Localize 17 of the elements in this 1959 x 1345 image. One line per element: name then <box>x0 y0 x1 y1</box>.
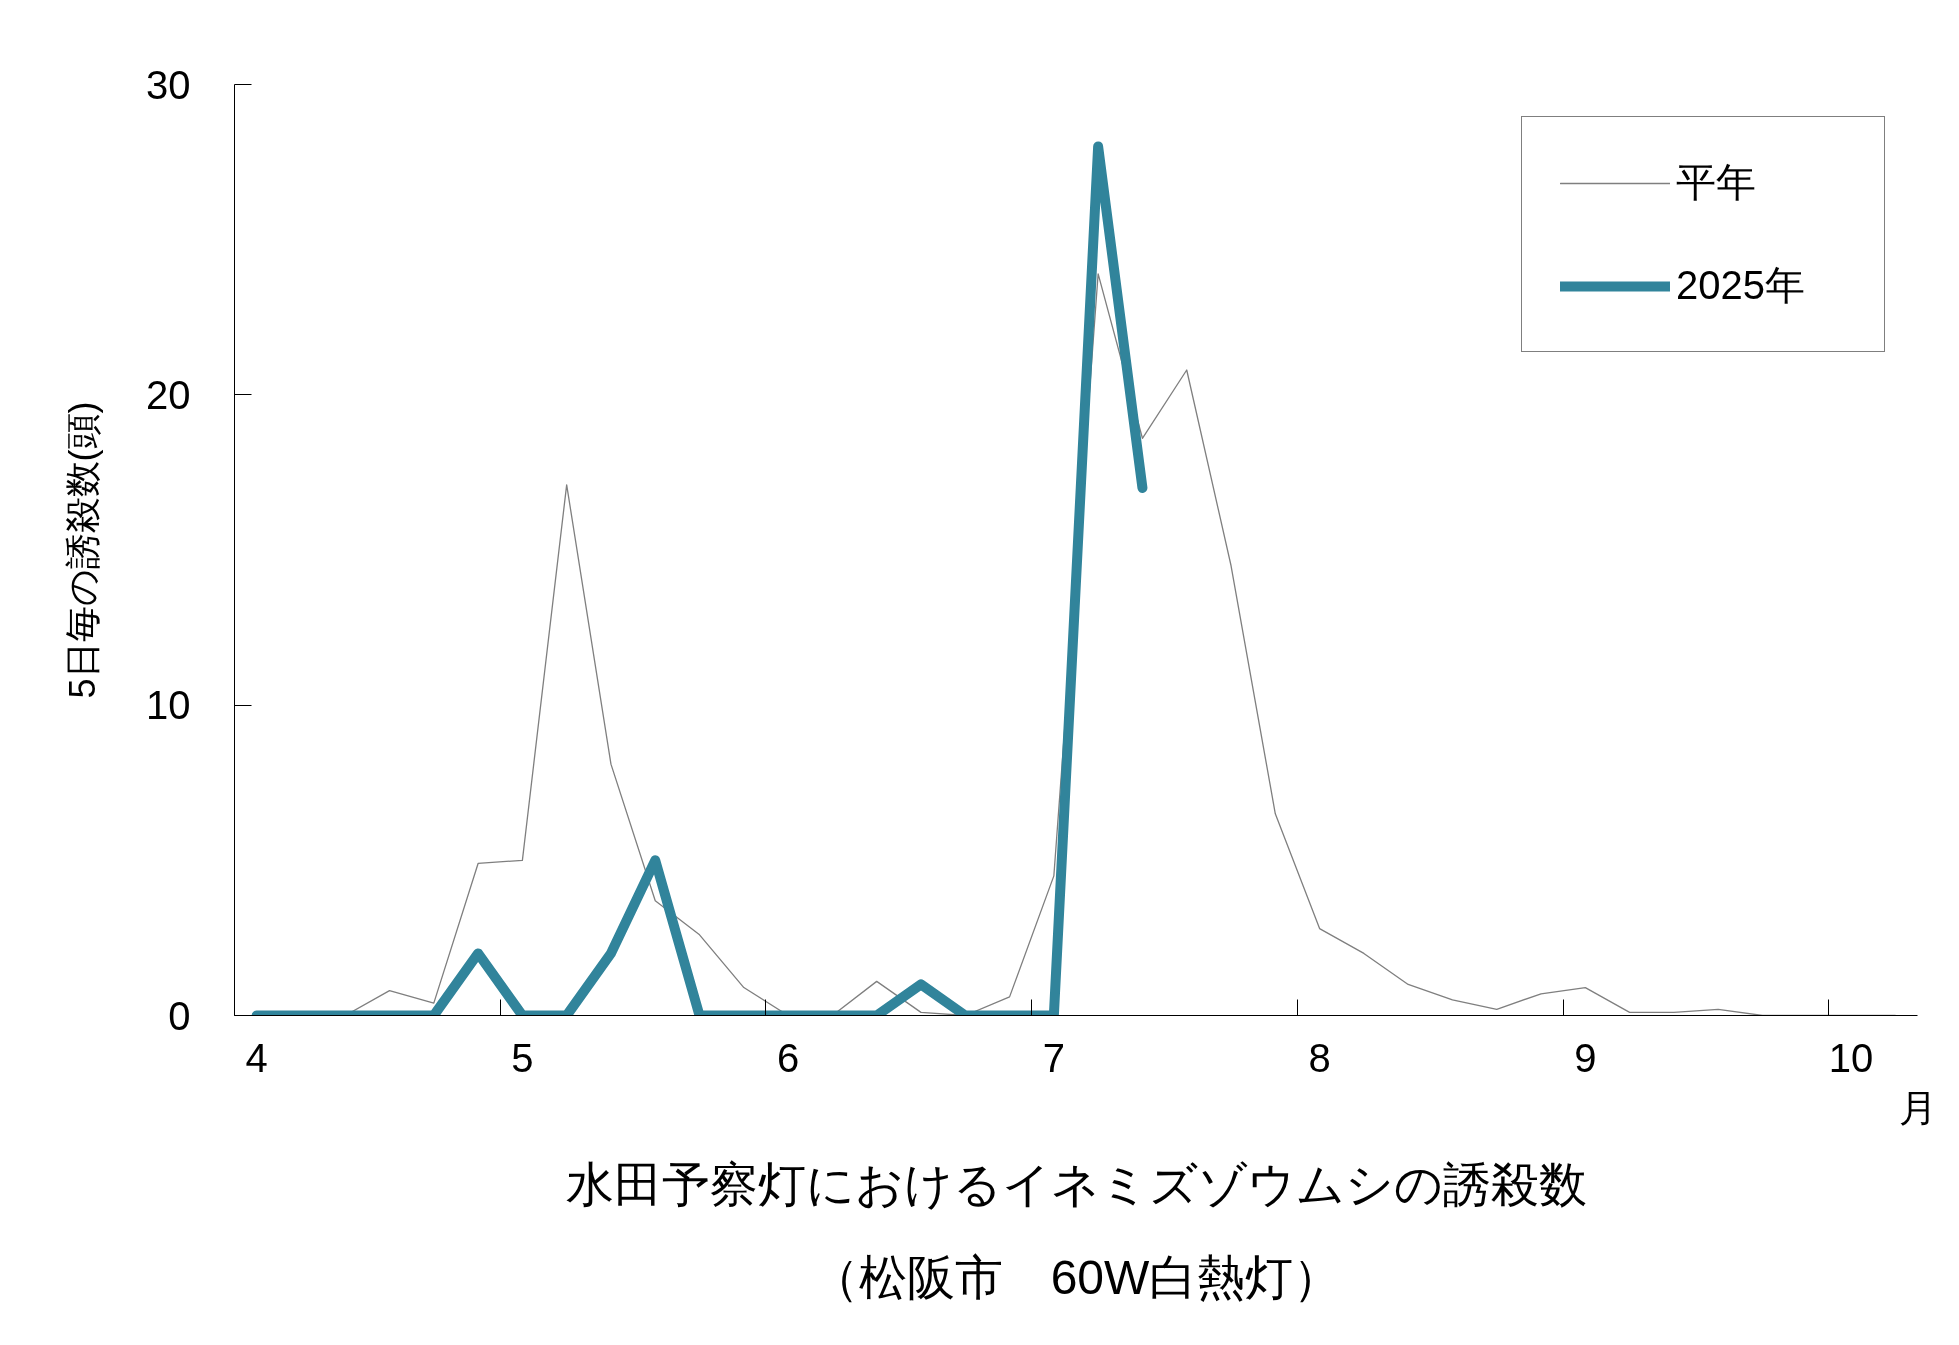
x-tick-label: 4 <box>245 1035 268 1080</box>
y-tick-label: 20 <box>146 372 191 417</box>
text: （松阪市 60W白熱灯） <box>810 1250 1342 1304</box>
x-tick-label: 10 <box>1828 1035 1874 1080</box>
legend-label: 平年 <box>1676 159 1757 206</box>
y-tick-label: 0 <box>168 993 191 1038</box>
x-tick-label: 6 <box>777 1035 800 1080</box>
y-tick-label: 30 <box>146 62 191 107</box>
x-tick-label: 5 <box>511 1035 534 1080</box>
text: 水田予察灯におけるイネミズゾウムシの誘殺数 <box>565 1157 1587 1211</box>
x-axis-title: 月 <box>1898 1086 1937 1129</box>
x-tick-label: 9 <box>1574 1035 1597 1080</box>
y-tick-label: 10 <box>146 683 191 728</box>
x-tick-label: 8 <box>1308 1035 1331 1080</box>
y-axis-title: 5日毎の誘殺数(頭) <box>62 401 104 699</box>
x-tick-label: 7 <box>1042 1035 1065 1080</box>
legend-label: 2025年 <box>1676 262 1806 309</box>
